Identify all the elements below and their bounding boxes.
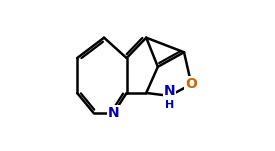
Text: N: N xyxy=(108,106,119,120)
Text: H: H xyxy=(165,100,174,110)
Text: O: O xyxy=(185,77,197,91)
Text: N: N xyxy=(164,85,175,98)
